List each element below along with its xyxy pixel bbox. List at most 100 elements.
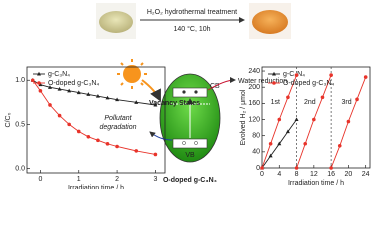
legend-label: g-C₃N₄ [48, 71, 70, 78]
y-tick-label: 0 [256, 165, 260, 172]
x-tick-label: 24 [362, 171, 370, 178]
y-axis-label: Evolved H₂ / μmol [240, 89, 247, 145]
legend-label: g-C₃N₄ [283, 71, 305, 78]
hole [194, 141, 198, 145]
x-tick-label: 2 [115, 176, 119, 183]
marker [105, 142, 110, 146]
diagram-title: O-doped g-C₃N₄ [163, 177, 217, 184]
y-tick-label: 1.0 [15, 77, 25, 84]
marker [76, 129, 81, 134]
x-tick-label: 16 [327, 171, 335, 178]
x-tick-label: 20 [345, 171, 353, 178]
marker [38, 89, 43, 93]
cycle-label: 3rd [341, 99, 351, 106]
marker [268, 141, 273, 146]
x-tick-label: 0 [38, 176, 42, 183]
marker [337, 143, 342, 148]
marker [57, 86, 62, 91]
y-tick-label: 0.0 [15, 165, 25, 172]
plot-frame [261, 66, 371, 169]
legend-label: O-doped g-C₃N₄ [283, 80, 334, 87]
cycle-label: 1st [271, 99, 280, 106]
cb-band [172, 87, 208, 98]
marker [260, 166, 264, 170]
x-tick-label: 8 [295, 171, 299, 178]
graphical-abstract: H₂O₂ hydrothermal treatment 140 °C, 10h … [5, 3, 371, 189]
marker [76, 90, 81, 95]
marker [294, 166, 299, 170]
x-tick-label: 3 [153, 176, 157, 183]
y-axis-label: C/C₀ [5, 112, 12, 127]
vb-band [172, 138, 208, 149]
marker [67, 122, 71, 127]
plot-frame [26, 66, 166, 174]
marker [134, 100, 139, 104]
y-tick-label: 40 [252, 149, 260, 156]
marker [294, 117, 299, 122]
marker [67, 88, 72, 93]
marker [86, 92, 91, 96]
marker [95, 93, 100, 98]
marker [30, 78, 35, 83]
legend-marker [272, 71, 276, 76]
legend-marker [37, 81, 41, 85]
x-tick-label: 12 [310, 171, 318, 178]
x-tick-label: 0 [260, 171, 264, 178]
y-tick-label: 160 [248, 100, 260, 107]
marker [105, 95, 110, 100]
marker [286, 95, 290, 100]
y-tick-label: 240 [248, 68, 260, 75]
marker [285, 129, 290, 134]
marker [38, 82, 43, 87]
marker [320, 95, 325, 100]
y-tick-label: 120 [248, 116, 260, 123]
y-tick-label: 0.5 [15, 121, 25, 128]
condition-text: 140 °C, 10h [173, 25, 210, 33]
marker [294, 73, 299, 77]
marker [329, 73, 333, 77]
marker [277, 117, 282, 122]
marker [153, 102, 158, 107]
marker [329, 166, 333, 170]
sun [117, 59, 147, 89]
water-arrow [207, 77, 236, 91]
marker [277, 141, 282, 146]
x-axis-label: Irradiation time / h [68, 185, 124, 189]
x-axis-label: Irradiation time / h [288, 180, 344, 187]
marker [303, 141, 308, 146]
marker [115, 144, 119, 149]
pollutant-label: Pollutant degradation [100, 115, 137, 131]
marker [115, 97, 120, 102]
marker [57, 113, 62, 118]
legend-marker [37, 71, 41, 76]
vacancy-label: Vacancy States [149, 100, 200, 107]
series-line [32, 79, 156, 155]
electron [194, 90, 198, 94]
powder-yellow [99, 11, 133, 33]
electron [182, 90, 186, 94]
marker [268, 153, 273, 158]
legend-marker [272, 81, 276, 85]
marker [153, 152, 158, 157]
y-tick-label: 200 [248, 84, 260, 91]
x-tick-label: 4 [277, 171, 281, 178]
powder-orange [252, 10, 288, 34]
marker [355, 97, 359, 102]
marker [96, 138, 100, 143]
light-arrow [141, 79, 161, 102]
marker [48, 85, 52, 89]
x-tick-label: 1 [77, 176, 81, 183]
marker [134, 149, 139, 153]
process-text: H₂O₂ hydrothermal treatment [147, 9, 237, 16]
vb-label: VB [185, 152, 195, 159]
hole [182, 141, 186, 145]
pollutant-arrow [149, 131, 173, 141]
marker [312, 117, 316, 122]
marker [48, 103, 52, 107]
y-tick-label: 80 [252, 133, 260, 140]
marker [363, 75, 368, 79]
water-label: Water reduction [238, 78, 287, 85]
cycle-label: 2nd [304, 99, 316, 106]
marker [346, 119, 351, 124]
marker [86, 134, 91, 139]
